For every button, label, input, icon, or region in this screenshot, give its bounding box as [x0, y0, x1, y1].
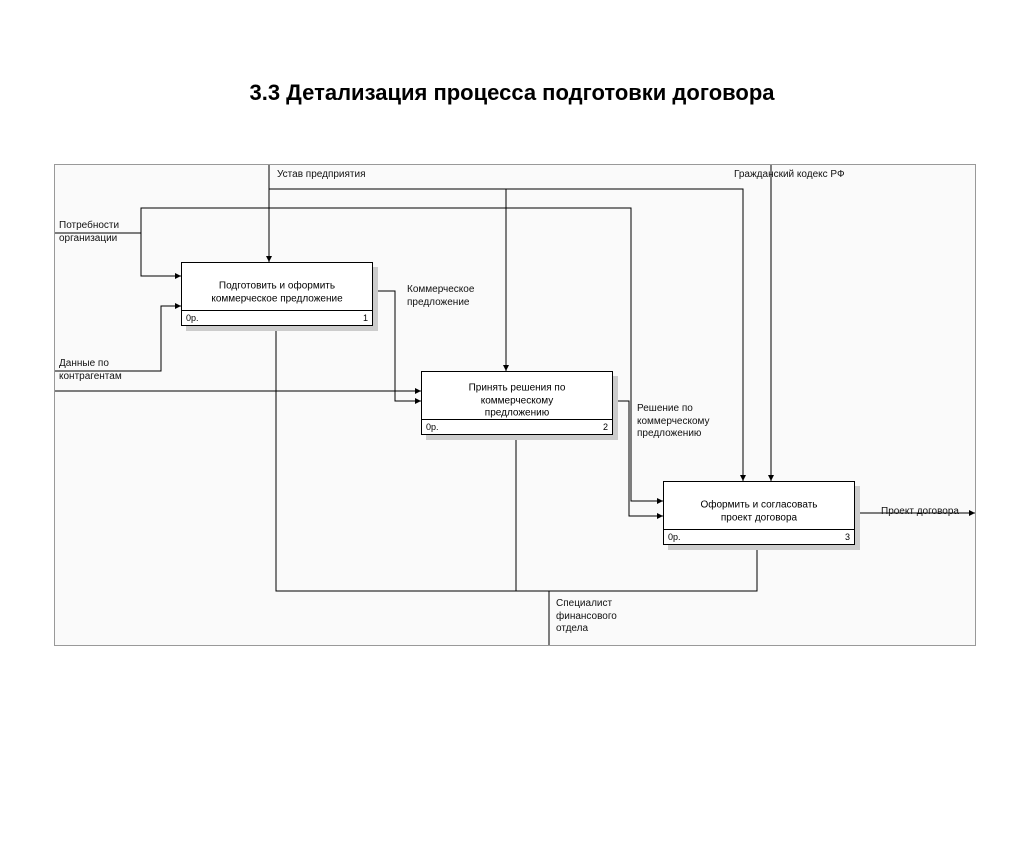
- flow-label-l_gk: Гражданский кодекс РФ: [734, 169, 845, 182]
- flow-label-l_komm: Коммерческое предложение: [407, 284, 474, 309]
- activity-box-title: Оформить и согласовать проект договора: [700, 499, 817, 524]
- activity-box-number: 3: [845, 532, 850, 542]
- diagram-frame: Подготовить и оформить коммерческое пред…: [54, 164, 976, 646]
- flow-label-l_potreb: Потребности организации: [59, 220, 119, 245]
- flow-label-l_resh: Решение по коммерческому предложению: [637, 403, 710, 441]
- activity-box-title: Принять решения по коммерческому предлож…: [469, 382, 566, 420]
- activity-box-divider: [664, 529, 854, 530]
- activity-box-title: Подготовить и оформить коммерческое пред…: [211, 280, 342, 305]
- edge-e_potreb_b3: [141, 208, 663, 501]
- edge-e_spec_b1: [276, 324, 549, 591]
- activity-box-b3: Оформить и согласовать проект договора 0р…: [663, 481, 855, 545]
- activity-box-divider: [182, 310, 372, 311]
- activity-box-cost: 0р.: [186, 313, 199, 323]
- activity-box-b2: Принять решения по коммерческому предлож…: [421, 371, 613, 435]
- activity-box-cost: 0р.: [426, 422, 439, 432]
- edge-e_spec_b3: [549, 543, 757, 591]
- flow-label-l_ustav: Устав предприятия: [277, 169, 366, 182]
- activity-box-cost: 0р.: [668, 532, 681, 542]
- activity-box-divider: [422, 419, 612, 420]
- flow-label-l_dannye: Данные по контрагентам: [59, 358, 122, 383]
- flow-label-l_spec: Специалист финансового отдела: [556, 598, 617, 636]
- activity-box-number: 1: [363, 313, 368, 323]
- activity-box-b1: Подготовить и оформить коммерческое пред…: [181, 262, 373, 326]
- page-title: 3.3 Детализация процесса подготовки дого…: [0, 80, 1024, 106]
- flow-label-l_proekt: Проект договора: [881, 506, 959, 519]
- edge-e_spec_b2: [516, 433, 549, 591]
- activity-box-number: 2: [603, 422, 608, 432]
